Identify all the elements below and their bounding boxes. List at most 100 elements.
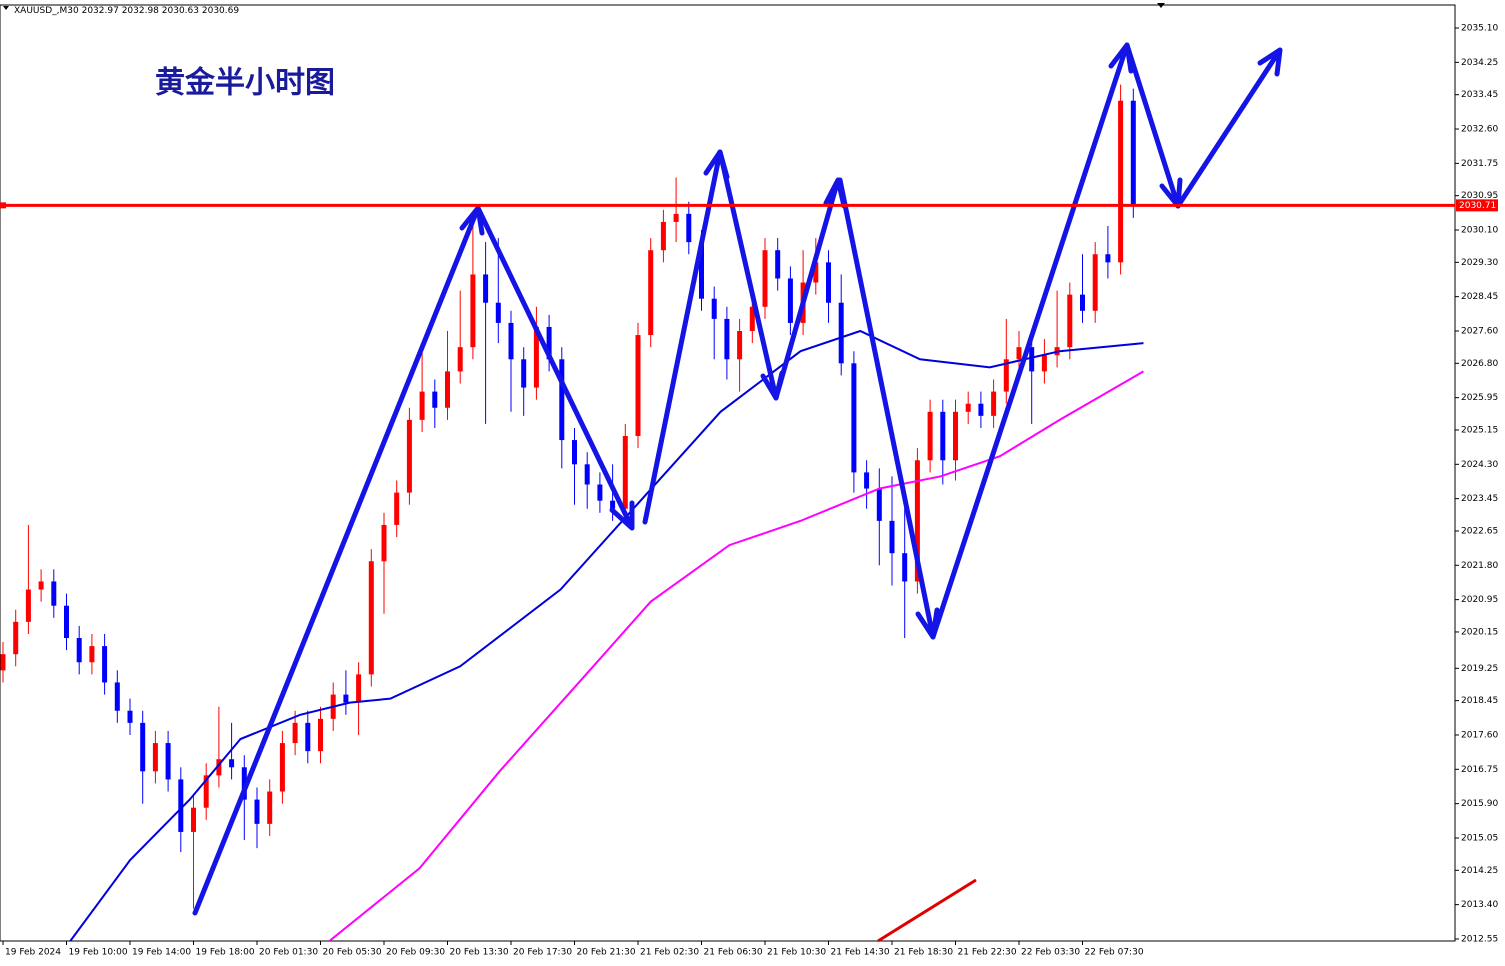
- candle-body: [610, 500, 616, 509]
- y-tick-label: 2014.25: [1461, 866, 1498, 876]
- candle-body: [0, 654, 6, 671]
- x-tick-label: 20 Feb 09:30: [386, 948, 445, 958]
- y-tick-label: 2021.80: [1461, 561, 1498, 571]
- candle-body: [775, 250, 781, 279]
- arrow: [1175, 47, 1283, 209]
- candle-body: [445, 371, 450, 408]
- candle-body: [89, 646, 95, 663]
- x-tick-label: 21 Feb 10:30: [767, 948, 826, 958]
- arrow: [475, 205, 635, 531]
- candle-body: [343, 694, 349, 703]
- candle-body: [1041, 355, 1047, 372]
- x-tick-label: 19 Feb 10:00: [69, 948, 128, 958]
- candle-body: [724, 318, 730, 360]
- y-tick-label: 2028.45: [1461, 292, 1498, 302]
- candle-body: [876, 488, 882, 521]
- x-tick-label: 20 Feb 01:30: [259, 948, 318, 958]
- candle-body: [254, 799, 260, 824]
- candle-body: [178, 779, 184, 832]
- candle-body: [864, 472, 870, 489]
- y-tick-label: 2018.45: [1461, 696, 1498, 706]
- candle-body: [241, 767, 247, 800]
- price-label: 2030.71: [1459, 201, 1496, 211]
- y-tick-label: 2024.30: [1461, 460, 1498, 470]
- candle-body: [686, 213, 692, 243]
- candle-body: [305, 722, 311, 752]
- y-tick-label: 2025.15: [1461, 425, 1498, 435]
- candle-body: [102, 646, 108, 683]
- candle-body: [521, 359, 527, 388]
- candle-body: [1080, 294, 1085, 311]
- candle-body: [559, 359, 565, 441]
- y-tick-label: 2033.45: [1461, 90, 1498, 100]
- y-tick-label: 2012.55: [1461, 934, 1498, 944]
- candle-body: [813, 262, 819, 283]
- candle-body: [572, 440, 577, 465]
- y-tick-label: 2015.90: [1461, 799, 1498, 809]
- y-tick-label: 2015.05: [1461, 833, 1498, 843]
- candle-body: [394, 492, 400, 525]
- candle-body: [51, 581, 57, 606]
- y-tick-label: 2030.10: [1461, 226, 1498, 236]
- y-tick-label: 2027.60: [1461, 327, 1498, 337]
- candle-body: [165, 743, 171, 780]
- x-tick-label: 22 Feb 03:30: [1021, 948, 1080, 958]
- candle-body: [508, 322, 514, 360]
- candle-body: [38, 581, 44, 590]
- price-line-handle: [0, 202, 6, 209]
- y-tick-label: 2031.75: [1461, 159, 1498, 169]
- candle-body: [368, 561, 374, 675]
- candle-body: [203, 775, 209, 808]
- candle-body: [991, 391, 997, 416]
- candle-body: [292, 722, 298, 744]
- arrow: [192, 205, 485, 916]
- candle-body: [1016, 347, 1022, 360]
- candle-body: [267, 791, 273, 824]
- moving-average: [328, 370, 1144, 941]
- candle-body: [318, 718, 323, 752]
- candle-body: [787, 278, 793, 323]
- chart-title: 黄金半小时图: [155, 66, 335, 101]
- candle-body: [1092, 254, 1098, 311]
- candle-body: [279, 743, 285, 792]
- candle-body: [381, 524, 387, 562]
- candle-body: [648, 250, 654, 336]
- candle-body: [216, 759, 222, 776]
- header: XAUUSD_,M30 2032.97 2032.98 2030.63 2030…: [14, 6, 239, 16]
- x-tick-label: 20 Feb 17:30: [513, 948, 572, 958]
- candle-body: [826, 262, 831, 303]
- candle-body: [1118, 100, 1124, 263]
- x-tick-label: 20 Feb 21:30: [577, 948, 636, 958]
- candle-body: [457, 347, 463, 372]
- candle-body: [597, 484, 603, 501]
- candle-body: [902, 553, 908, 582]
- candle-body: [749, 306, 755, 332]
- candle-body: [229, 759, 235, 768]
- candle-body: [356, 674, 362, 703]
- x-tick-label: 19 Feb 14:00: [132, 948, 191, 958]
- x-tick-label: 20 Feb 05:30: [323, 948, 382, 958]
- candle-body: [584, 464, 590, 485]
- candle-body: [191, 807, 196, 832]
- candle-body: [533, 326, 539, 388]
- candle-body: [927, 411, 933, 461]
- candle-body: [838, 302, 844, 364]
- y-tick-label: 2020.95: [1461, 595, 1498, 605]
- y-tick-label: 2022.65: [1461, 526, 1498, 536]
- y-tick-label: 2016.75: [1461, 765, 1498, 775]
- candle-body: [673, 213, 679, 222]
- menu-triangle: [3, 6, 9, 10]
- x-tick-label: 21 Feb 14:30: [831, 948, 890, 958]
- x-tick-label: 21 Feb 06:30: [704, 948, 763, 958]
- candle-body: [546, 326, 552, 360]
- y-tick-label: 2013.40: [1461, 900, 1498, 910]
- candle-body: [711, 298, 717, 319]
- x-tick-label: 20 Feb 13:30: [450, 948, 509, 958]
- candle-body: [914, 460, 920, 582]
- x-tick-label: 21 Feb 02:30: [640, 948, 699, 958]
- candle-body: [762, 250, 768, 307]
- candle-body: [152, 743, 158, 772]
- candle-body: [978, 403, 984, 416]
- y-tick-label: 2035.10: [1461, 24, 1498, 34]
